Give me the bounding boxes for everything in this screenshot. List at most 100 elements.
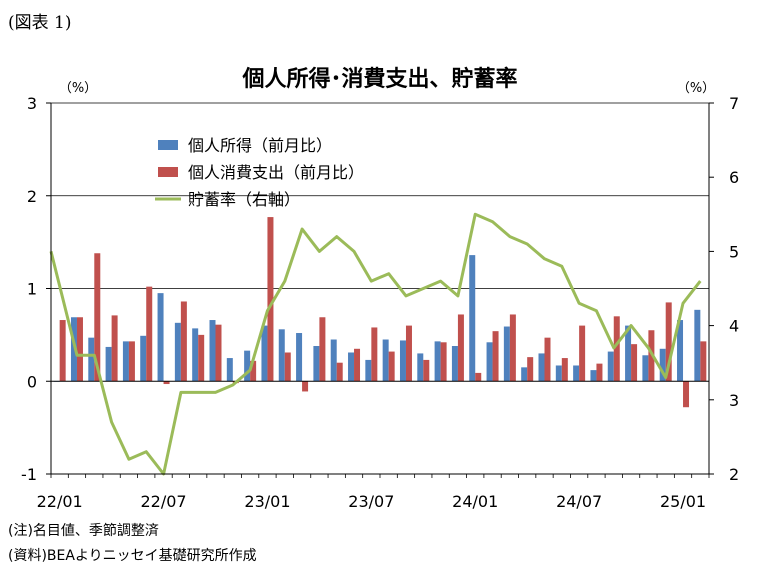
consumption-bar	[544, 337, 551, 382]
consumption-bar	[492, 331, 499, 382]
left-tick-label: 0	[27, 372, 37, 391]
income-bar	[659, 348, 666, 382]
consumption-bar	[631, 344, 638, 382]
x-tick-label: 25/01	[660, 492, 706, 511]
x-tick-label: 24/07	[556, 492, 602, 511]
note-source: (資料)BEAよりニッセイ基礎研究所作成	[8, 548, 257, 564]
consumption-bar	[665, 302, 672, 382]
consumption-bar	[457, 314, 464, 382]
income-bar	[157, 293, 164, 382]
consumption-bar	[76, 317, 83, 382]
right-tick-label: 4	[729, 317, 739, 336]
income-bar	[469, 255, 476, 382]
income-bar	[417, 353, 424, 382]
income-bar	[538, 353, 545, 382]
income-bar	[677, 320, 684, 382]
note-nominal: (注)名目値、季節調整済	[8, 523, 159, 539]
consumption-bar	[371, 327, 378, 382]
income-bar	[226, 358, 233, 382]
consumption-bar	[163, 381, 170, 385]
consumption-bar	[388, 351, 395, 382]
legend-swatch	[158, 140, 178, 150]
axes: -1 0 1 2 3 2 3 4 5 6 7 22/01 22/07 23/01 23/07 24/01 24/…	[21, 94, 739, 511]
consumption-bar	[128, 341, 135, 382]
consumption-bar	[267, 217, 274, 382]
x-tick-label: 22/07	[140, 492, 186, 511]
consumption-bar	[613, 316, 620, 382]
income-bar	[486, 342, 493, 382]
consumption-bar	[146, 286, 153, 382]
income-bar	[140, 335, 147, 382]
x-tick-label: 24/01	[452, 492, 498, 511]
left-tick-label: 1	[27, 280, 37, 299]
savings-rate-polyline	[49, 212, 702, 476]
income-bar	[192, 328, 199, 382]
consumption-bar	[440, 342, 447, 382]
income-bar	[174, 322, 181, 382]
income-bar	[503, 326, 510, 382]
left-tick-label: -1	[21, 465, 37, 484]
legend-label: 個人所得（前月比）	[188, 136, 332, 155]
income-bar	[296, 333, 303, 382]
left-tick-label: 2	[27, 187, 37, 206]
consumption-bar	[405, 325, 412, 382]
consumption-bar	[215, 324, 222, 382]
income-bar	[607, 351, 614, 382]
consumption-bar	[527, 357, 534, 382]
income-bar	[88, 337, 95, 382]
legend-label: 貯蓄率（右軸）	[188, 190, 300, 209]
consumption-bar	[336, 362, 343, 382]
bar-series	[53, 217, 707, 408]
consumption-bar	[475, 372, 482, 382]
consumption-bar	[94, 253, 101, 382]
income-bar	[399, 340, 406, 382]
income-bar	[278, 329, 285, 382]
income-bar	[573, 365, 580, 382]
consumption-bar	[198, 334, 205, 382]
x-tick-label: 23/07	[348, 492, 394, 511]
income-bar	[365, 359, 372, 382]
legend: 個人所得（前月比） 個人消費支出（前月比） 貯蓄率（右軸）	[155, 136, 364, 209]
chart-title: 個人所得･消費支出、貯蓄率	[241, 66, 517, 92]
legend-label: 個人消費支出（前月比）	[188, 163, 364, 182]
income-bar	[521, 367, 528, 382]
chart: 個人所得･消費支出、貯蓄率 （%） （%） -1 0 1 2 3 2 3 4 5 6 7 22/01 2…	[21, 66, 739, 511]
income-bar	[348, 352, 355, 382]
consumption-bar	[700, 341, 707, 382]
gridlines	[51, 102, 709, 289]
x-tick-label: 22/01	[37, 492, 83, 511]
consumption-bar	[509, 314, 516, 382]
income-bar	[555, 365, 562, 382]
consumption-bar	[354, 348, 361, 382]
right-tick-label: 5	[729, 242, 739, 261]
consumption-bar	[250, 360, 257, 382]
income-bar	[244, 350, 251, 382]
right-tick-label: 7	[729, 94, 739, 113]
income-bar	[122, 341, 129, 382]
consumption-bar	[579, 325, 586, 382]
income-bar	[642, 355, 649, 382]
income-bar	[313, 346, 320, 382]
consumption-bar	[111, 315, 118, 382]
income-bar	[209, 320, 216, 382]
right-tick-label: 3	[729, 391, 739, 410]
right-axis-unit: （%）	[677, 81, 715, 96]
legend-swatch	[158, 167, 178, 177]
savings-rate-line	[49, 212, 702, 476]
left-axis-unit: （%）	[59, 81, 97, 96]
figure-label: (図表 1)	[8, 13, 72, 33]
income-bar	[105, 346, 112, 382]
income-bar	[625, 325, 632, 382]
consumption-bar	[596, 363, 603, 382]
income-bar	[434, 341, 441, 382]
income-bar	[382, 339, 389, 382]
income-bar	[261, 325, 268, 382]
consumption-bar	[423, 359, 430, 382]
left-tick-label: 3	[27, 94, 37, 113]
consumption-bar	[683, 381, 690, 408]
right-tick-label: 2	[729, 465, 739, 484]
consumption-bar	[561, 358, 568, 382]
consumption-bar	[59, 320, 66, 382]
income-bar	[330, 339, 337, 382]
consumption-bar	[284, 352, 291, 382]
